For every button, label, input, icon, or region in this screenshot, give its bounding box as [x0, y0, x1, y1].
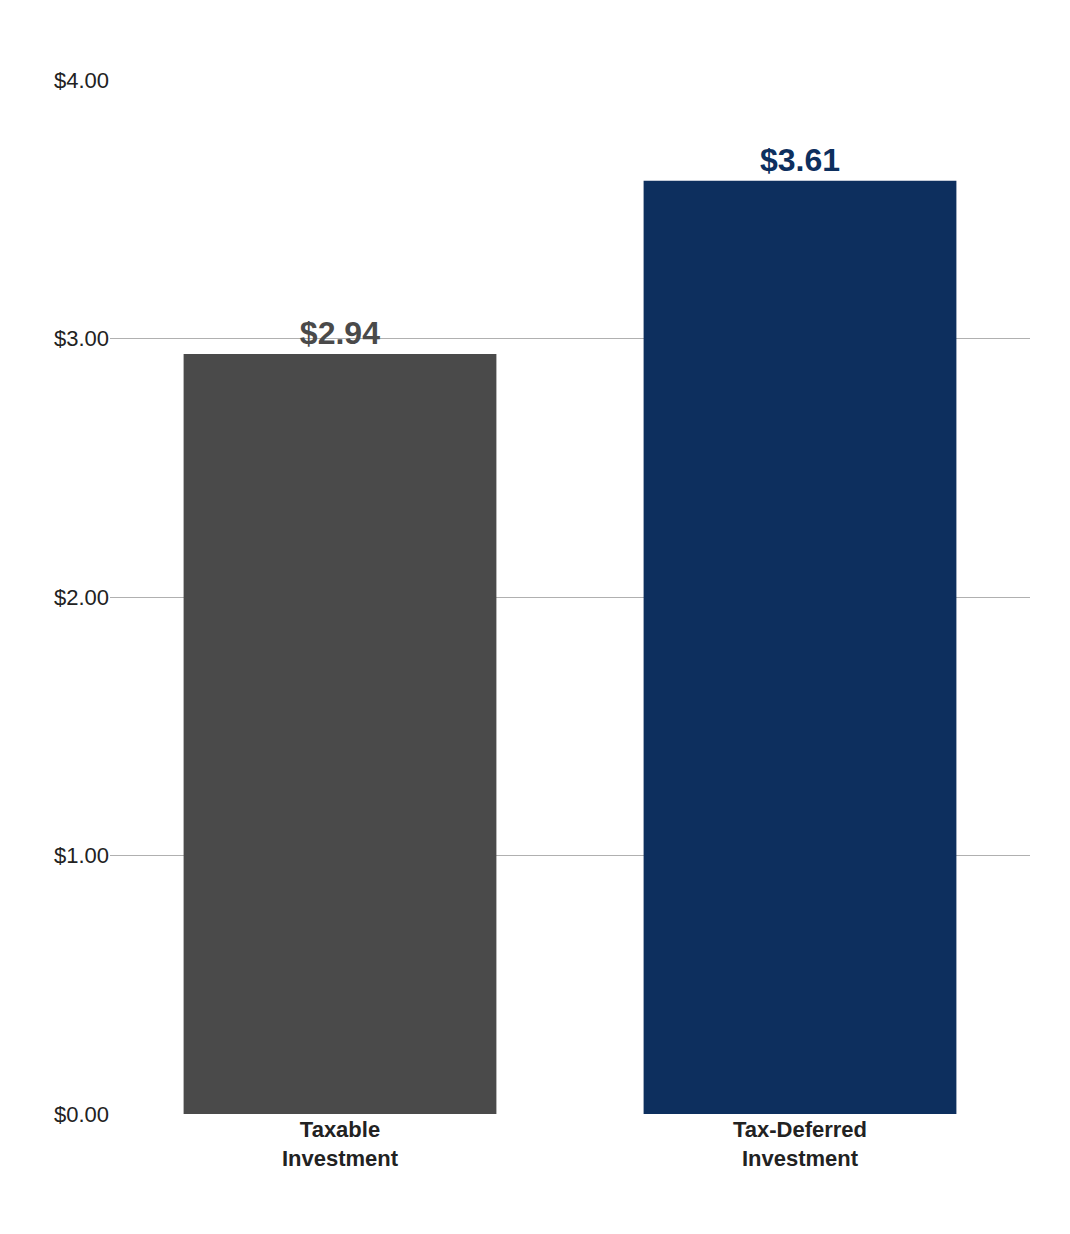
svg-text:$3.61: $3.61: [760, 142, 840, 178]
svg-text:TaxableInvestment: TaxableInvestment: [282, 1117, 399, 1171]
svg-text:$1.00: $1.00: [54, 843, 109, 868]
svg-text:$4.00: $4.00: [54, 68, 109, 93]
svg-text:$2.94: $2.94: [300, 315, 380, 351]
svg-text:$2.00: $2.00: [54, 585, 109, 610]
svg-text:Tax-DeferredInvestment: Tax-DeferredInvestment: [733, 1117, 867, 1171]
svg-text:$0.00: $0.00: [54, 1102, 109, 1127]
svg-text:$3.00: $3.00: [54, 326, 109, 351]
